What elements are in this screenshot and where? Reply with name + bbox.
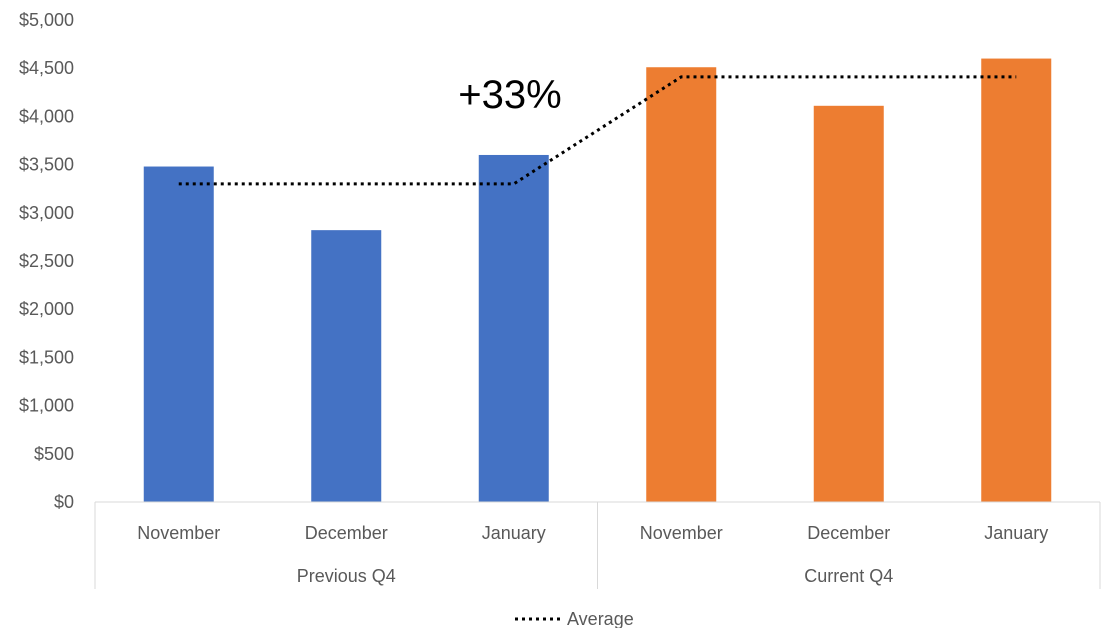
bar — [646, 67, 717, 503]
bars — [143, 58, 1052, 503]
bar — [311, 230, 382, 503]
x-axis: November December January November December J… — [94, 501, 1101, 589]
x-tick-label: November — [640, 523, 723, 543]
y-tick-label: $2,000 — [19, 299, 74, 319]
legend-label: Average — [567, 609, 634, 628]
x-tick-label: December — [807, 523, 890, 543]
x-tick-label: January — [482, 523, 546, 543]
y-tick-label: $0 — [54, 492, 74, 512]
y-axis: $0 $500 $1,000 $1,500 $2,000 $2,500 $3,000 $3,5… — [19, 10, 74, 512]
average-line — [178, 75, 1017, 186]
y-tick-label: $500 — [34, 444, 74, 464]
y-tick-label: $2,500 — [19, 251, 74, 271]
y-tick-label: $1,500 — [19, 347, 74, 367]
legend: Average — [515, 609, 634, 628]
bar — [981, 58, 1052, 503]
y-tick-label: $1,000 — [19, 396, 74, 416]
y-tick-label: $3,000 — [19, 203, 74, 223]
x-tick-label: December — [305, 523, 388, 543]
x-tick-label: January — [984, 523, 1048, 543]
group-label: Previous Q4 — [297, 566, 396, 586]
y-tick-label: $4,000 — [19, 106, 74, 126]
bar — [143, 166, 214, 502]
y-tick-label: $3,500 — [19, 155, 74, 175]
growth-annotation: +33% — [458, 73, 561, 117]
x-tick-label: November — [137, 523, 220, 543]
average-series-line — [178, 75, 1017, 186]
group-label: Current Q4 — [804, 566, 893, 586]
y-tick-label: $4,500 — [19, 58, 74, 78]
y-tick-label: $5,000 — [19, 10, 74, 30]
bar — [478, 154, 549, 502]
bar — [813, 105, 884, 503]
